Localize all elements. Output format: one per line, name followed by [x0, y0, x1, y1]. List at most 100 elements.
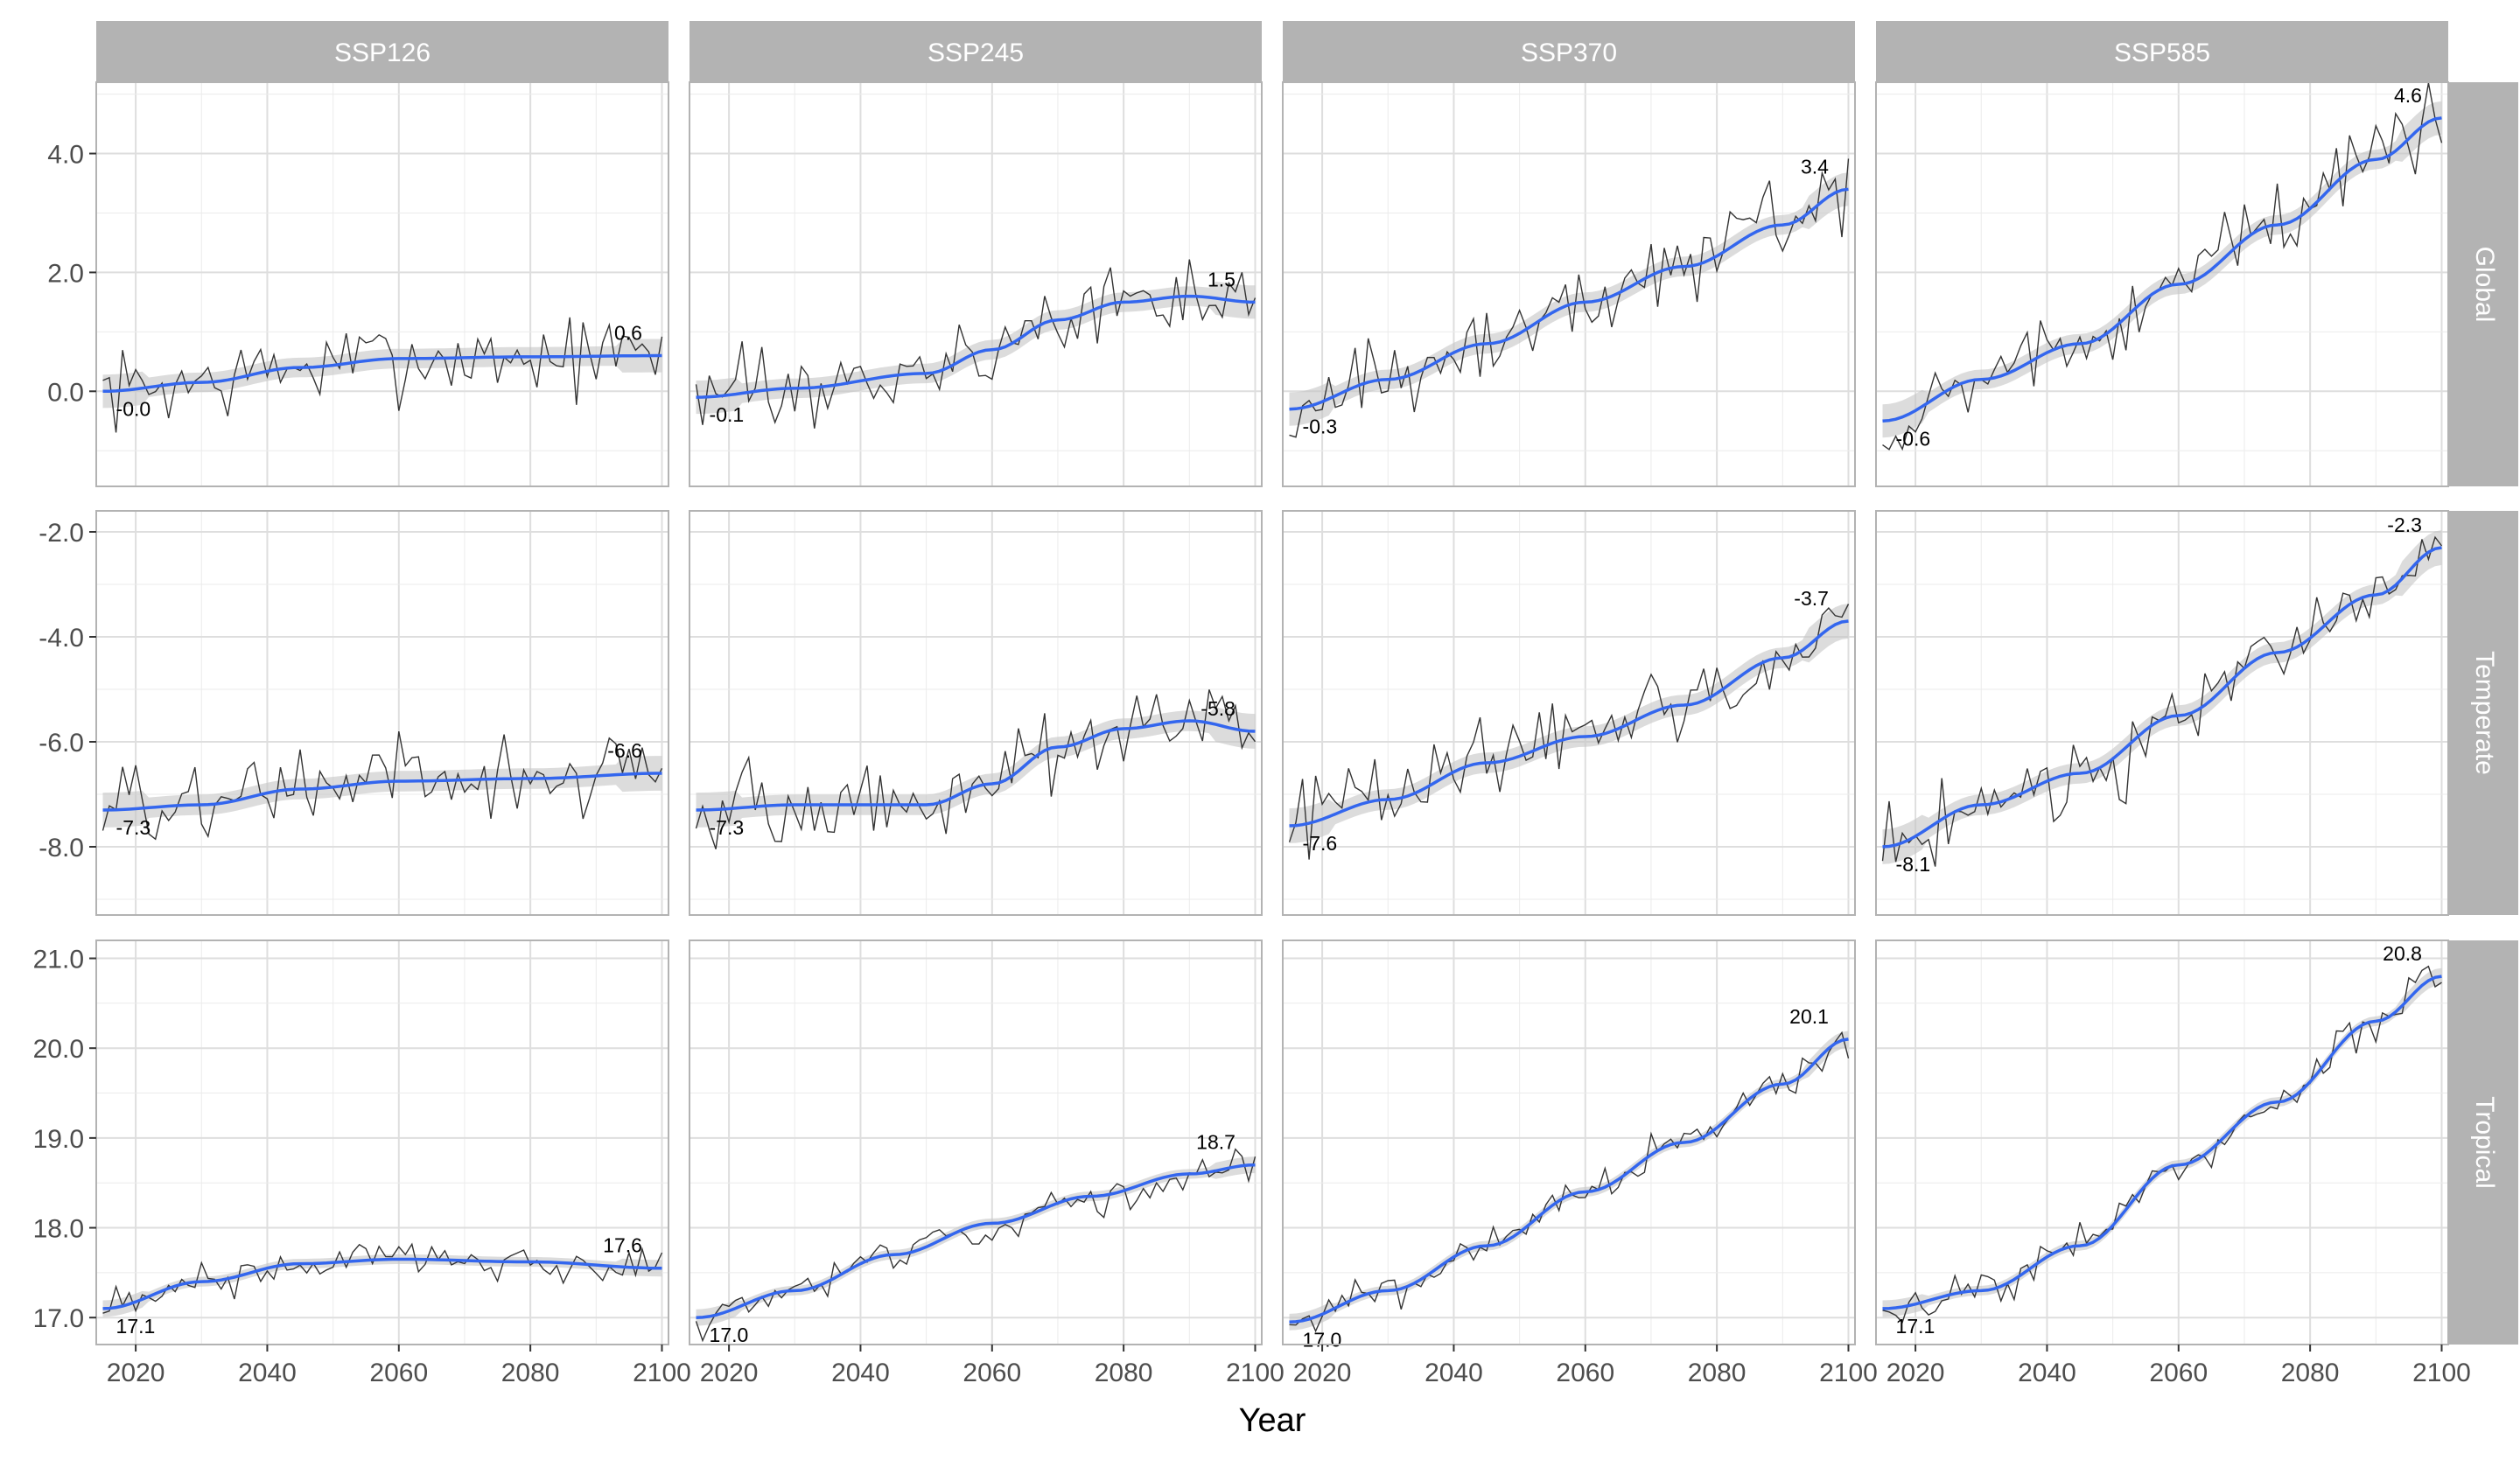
end-label-temperate-ssp370: -3.7 [1794, 587, 1829, 610]
strip-global [2448, 82, 2518, 486]
panel-border-temperate-ssp126 [95, 510, 669, 916]
confidence-band-global-ssp585 [1882, 101, 2442, 438]
y-tick-label-tropical: 19.0 [33, 1125, 84, 1154]
raw-series-global-ssp370 [1289, 158, 1850, 438]
strip-ssp585 [1876, 21, 2448, 82]
x-tick-label-ssp370: 2060 [1556, 1359, 1614, 1387]
smooth-trend-global-ssp585 [1882, 116, 2442, 423]
end-label-global-ssp245: 1.5 [1208, 268, 1236, 290]
x-tick-label-ssp245: 2040 [831, 1359, 890, 1387]
y-tick-label-temperate: -8.0 [38, 834, 84, 863]
confidence-band-temperate-ssp126 [102, 756, 662, 828]
x-axis-title: Year [1239, 1402, 1306, 1439]
strip-label-tropical: Tropical [2470, 1096, 2499, 1189]
y-tick-label-tropical: 20.0 [33, 1035, 84, 1064]
smooth-trend-global-ssp245 [696, 294, 1256, 399]
y-tick-label-tropical: 18.0 [33, 1215, 84, 1244]
smooth-trend-temperate-ssp370 [1289, 619, 1849, 828]
panel-border-tropical-ssp126 [95, 940, 669, 1345]
y-tick-label-temperate: -6.0 [38, 729, 84, 758]
panel-bg-temperate-ssp370 [1283, 511, 1855, 915]
raw-series-temperate-ssp126 [102, 730, 663, 841]
panel-bg-tropical-ssp245 [690, 940, 1262, 1345]
start-label-temperate-ssp126: -7.3 [116, 816, 151, 839]
panel-border-global-ssp126 [95, 81, 669, 487]
x-tick-label-ssp585: 2060 [2149, 1359, 2208, 1387]
end-label-tropical-ssp126: 17.6 [603, 1234, 642, 1257]
smooth-trend-temperate-ssp126 [102, 772, 662, 812]
end-label-global-ssp370: 3.4 [1801, 155, 1829, 178]
x-tick-label-ssp126: 2060 [369, 1359, 428, 1387]
panel-border-temperate-ssp370 [1282, 510, 1856, 916]
end-label-tropical-ssp585: 20.8 [2383, 942, 2422, 965]
strip-temperate [2448, 511, 2518, 915]
raw-series-global-ssp126 [102, 317, 663, 433]
x-tick-label-ssp585: 2100 [2412, 1359, 2471, 1387]
y-tick-label-global: 2.0 [47, 259, 84, 288]
smooth-trend-temperate-ssp585 [1882, 546, 2442, 849]
x-tick-label-ssp245: 2020 [700, 1359, 759, 1387]
strip-ssp126 [96, 21, 668, 82]
strip-tropical [2448, 940, 2518, 1345]
strip-label-ssp126: SSP126 [334, 38, 430, 67]
x-tick-label-ssp245: 2100 [1226, 1359, 1284, 1387]
panel-border-tropical-ssp585 [1875, 940, 2449, 1345]
x-tick-label-ssp370: 2080 [1688, 1359, 1746, 1387]
smooth-trend-global-ssp370 [1289, 187, 1849, 411]
start-label-temperate-ssp245: -7.3 [710, 816, 745, 839]
x-tick-label-ssp126: 2100 [633, 1359, 691, 1387]
start-label-tropical-ssp585: 17.1 [1896, 1315, 1936, 1338]
strip-label-ssp585: SSP585 [2114, 38, 2210, 67]
confidence-band-tropical-ssp126 [102, 1254, 662, 1317]
panel-border-tropical-ssp245 [689, 940, 1263, 1345]
end-label-tropical-ssp370: 20.1 [1789, 1005, 1829, 1028]
x-tick-label-ssp126: 2040 [238, 1359, 297, 1387]
x-tick-label-ssp126: 2080 [501, 1359, 560, 1387]
y-tick-label-temperate: -4.0 [38, 624, 84, 653]
raw-series-tropical-ssp370 [1289, 1030, 1850, 1333]
y-tick-label-tropical: 21.0 [33, 946, 84, 974]
panel-bg-tropical-ssp126 [96, 940, 668, 1345]
confidence-band-temperate-ssp245 [696, 707, 1256, 828]
x-tick-label-ssp585: 2080 [2281, 1359, 2340, 1387]
end-label-tropical-ssp245: 18.7 [1196, 1131, 1236, 1154]
x-tick-label-ssp245: 2060 [962, 1359, 1021, 1387]
end-label-global-ssp585: 4.6 [2394, 84, 2422, 107]
panel-bg-global-ssp370 [1283, 82, 1855, 486]
x-tick-label-ssp585: 2040 [2018, 1359, 2076, 1387]
y-tick-label-global: 0.0 [47, 378, 84, 407]
x-tick-label-ssp126: 2020 [107, 1359, 165, 1387]
start-label-temperate-ssp370: -7.6 [1303, 832, 1338, 855]
end-label-global-ssp126: 0.6 [614, 322, 642, 345]
y-tick-label-temperate: -2.0 [38, 519, 84, 548]
strip-label-temperate: Temperate [2470, 651, 2499, 775]
end-label-temperate-ssp245: -5.8 [1200, 697, 1236, 720]
panel-bg-tropical-ssp585 [1876, 940, 2448, 1345]
y-tick-label-tropical: 17.0 [33, 1304, 84, 1333]
strip-ssp245 [690, 21, 1262, 82]
x-tick-label-ssp585: 2020 [1886, 1359, 1945, 1387]
x-tick-label-ssp245: 2080 [1095, 1359, 1153, 1387]
smooth-trend-tropical-ssp370 [1289, 1037, 1849, 1324]
raw-series-tropical-ssp245 [695, 1148, 1256, 1343]
panel-border-temperate-ssp585 [1875, 510, 2449, 916]
start-label-global-ssp370: -0.3 [1303, 416, 1338, 438]
start-label-global-ssp585: -0.6 [1896, 427, 1931, 450]
x-tick-label-ssp370: 2020 [1293, 1359, 1352, 1387]
panel-bg-tropical-ssp370 [1283, 940, 1855, 1345]
x-tick-label-ssp370: 2100 [1819, 1359, 1878, 1387]
panel-border-global-ssp370 [1282, 81, 1856, 487]
smooth-trend-tropical-ssp585 [1882, 974, 2442, 1310]
y-tick-label-global: 4.0 [47, 141, 84, 170]
panel-border-global-ssp245 [689, 81, 1263, 487]
start-label-global-ssp245: -0.1 [710, 403, 745, 426]
panel-bg-temperate-ssp126 [96, 511, 668, 915]
smooth-trend-temperate-ssp245 [696, 719, 1256, 812]
strip-ssp370 [1283, 21, 1855, 82]
panel-bg-global-ssp245 [690, 82, 1262, 486]
panel-border-temperate-ssp245 [689, 510, 1263, 916]
confidence-band-global-ssp370 [1289, 172, 1849, 426]
start-label-tropical-ssp126: 17.1 [116, 1315, 156, 1338]
